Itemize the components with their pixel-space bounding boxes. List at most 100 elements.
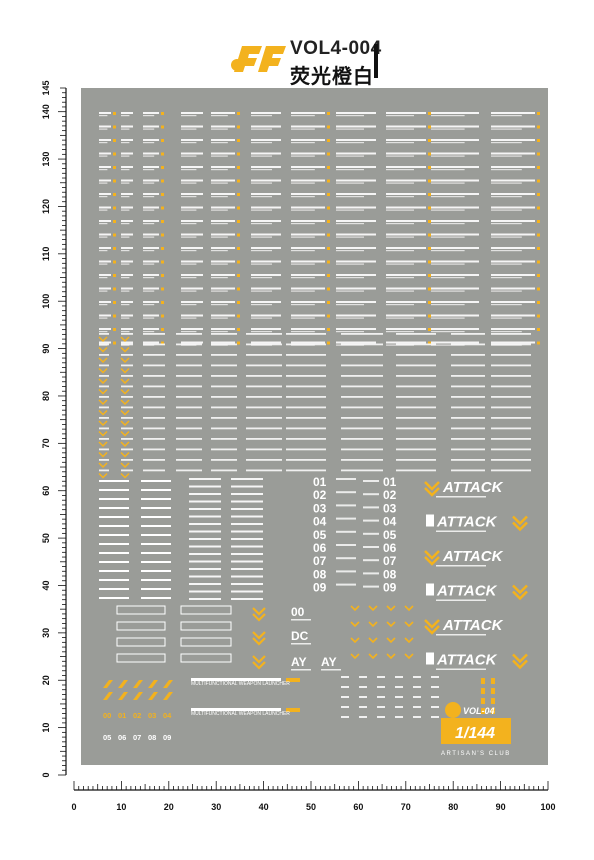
- tiny-text-decal: [341, 459, 383, 461]
- tiny-text-decal: [431, 125, 479, 128]
- tiny-text-decal: [286, 417, 326, 419]
- tiny-accent-decal: [428, 341, 431, 345]
- tiny-text-decal: [231, 560, 263, 563]
- tiny-text-decal: [363, 559, 379, 562]
- tiny-text-decal: [143, 406, 165, 409]
- horizontal-ruler: 0 10 20 30 40 50 60 70 80 90 100: [71, 781, 556, 812]
- tiny-text-decal: [377, 716, 385, 718]
- tiny-text-decal: [491, 125, 535, 128]
- tiny-text-decal: [99, 125, 111, 128]
- tiny-text-decal: [291, 115, 315, 117]
- tiny-text-decal: [359, 686, 367, 688]
- tiny-accent-decal: [161, 206, 164, 210]
- code-decal: 00: [291, 605, 305, 619]
- tiny-text-decal: [99, 220, 111, 222]
- tiny-accent-decal: [428, 125, 431, 129]
- tiny-text-decal: [176, 364, 202, 367]
- x-tick-label: 90: [496, 802, 506, 812]
- y-tick-label: 130: [41, 152, 51, 167]
- tiny-text-decal: [291, 317, 315, 319]
- tiny-text-decal: [121, 396, 133, 398]
- y-tick-label: 40: [41, 580, 51, 590]
- tiny-accent-decal: [161, 233, 164, 237]
- tiny-text-decal: [431, 193, 479, 195]
- tiny-text-decal: [359, 676, 367, 678]
- tiny-accent-decal: [428, 274, 431, 277]
- tiny-text-decal: [176, 427, 202, 430]
- tiny-accent-decal: [428, 139, 431, 142]
- plate-decal: [116, 605, 166, 615]
- tiny-accent-decal: [161, 314, 164, 318]
- tiny-text-decal: [99, 328, 111, 330]
- tiny-text-decal: [363, 519, 379, 522]
- tiny-text-decal: [341, 676, 349, 678]
- tiny-text-decal: [251, 220, 281, 222]
- tiny-text-decal: [141, 570, 171, 572]
- tiny-text-decal: [121, 155, 130, 157]
- tiny-text-decal: [291, 169, 315, 171]
- tiny-text-decal: [491, 274, 535, 276]
- tiny-text-decal: [291, 193, 325, 195]
- tiny-text-decal: [251, 341, 281, 344]
- tiny-text-decal: [181, 115, 197, 117]
- tiny-text-decal: [141, 543, 171, 545]
- tiny-text-decal: [386, 274, 426, 276]
- tiny-accent-decal: [537, 301, 540, 304]
- tiny-text-decal: [251, 112, 281, 114]
- tiny-accent-decal: [491, 698, 495, 704]
- tiny-text-decal: [211, 169, 228, 171]
- tiny-text-decal: [336, 155, 364, 157]
- tiny-text-decal: [451, 438, 485, 440]
- tiny-text-decal: [436, 599, 486, 601]
- tiny-text-decal: [336, 317, 364, 319]
- tiny-text-decal: [99, 236, 108, 238]
- stripe-decal: [163, 680, 173, 688]
- tiny-text-decal: [436, 634, 486, 636]
- number-decal: 03: [313, 501, 327, 515]
- y-tick-label: 10: [41, 723, 51, 733]
- tiny-accent-decal: [481, 678, 485, 684]
- number-decal: 09: [313, 581, 327, 595]
- tiny-text-decal: [99, 301, 111, 303]
- tiny-text-decal: [286, 375, 326, 377]
- tiny-text-decal: [336, 331, 364, 333]
- chevron-decal: [120, 388, 130, 395]
- tiny-text-decal: [176, 333, 202, 335]
- title-divider: [374, 44, 378, 78]
- tiny-text-decal: [336, 274, 376, 276]
- small-number-decal: 08: [148, 733, 156, 742]
- small-number-decal: 02: [133, 711, 141, 720]
- tiny-text-decal: [395, 686, 403, 688]
- tiny-text-decal: [121, 115, 130, 117]
- tiny-accent-decal: [237, 193, 240, 196]
- tiny-accent-decal: [428, 152, 431, 156]
- tiny-text-decal: [211, 375, 237, 377]
- tiny-text-decal: [99, 459, 109, 461]
- vol-badge-text: VOL-04: [463, 706, 495, 716]
- tiny-text-decal: [436, 668, 486, 670]
- tiny-text-decal: [141, 507, 171, 509]
- tiny-text-decal: [143, 182, 155, 184]
- tiny-text-decal: [336, 233, 376, 236]
- tiny-text-decal: [286, 385, 326, 388]
- tiny-text-decal: [336, 517, 356, 520]
- tiny-text-decal: [377, 686, 385, 688]
- stripe-decal: [148, 692, 158, 700]
- tiny-accent-decal: [237, 220, 240, 223]
- tiny-text-decal: [181, 112, 203, 114]
- tiny-text-decal: [431, 686, 439, 688]
- tiny-text-decal: [141, 534, 171, 536]
- tiny-text-decal: [491, 247, 535, 249]
- tiny-text-decal: [181, 314, 203, 317]
- chevron-decal: [120, 399, 130, 406]
- tiny-text-decal: [431, 676, 439, 678]
- chevron-decal: [368, 605, 378, 612]
- tiny-text-decal: [251, 128, 272, 130]
- tiny-text-decal: [431, 328, 479, 330]
- tiny-text-decal: [386, 128, 414, 130]
- tiny-text-decal: [211, 287, 235, 290]
- tiny-text-decal: [336, 152, 376, 155]
- tiny-text-decal: [451, 396, 485, 398]
- tiny-text-decal: [291, 277, 315, 279]
- tiny-text-decal: [491, 290, 522, 292]
